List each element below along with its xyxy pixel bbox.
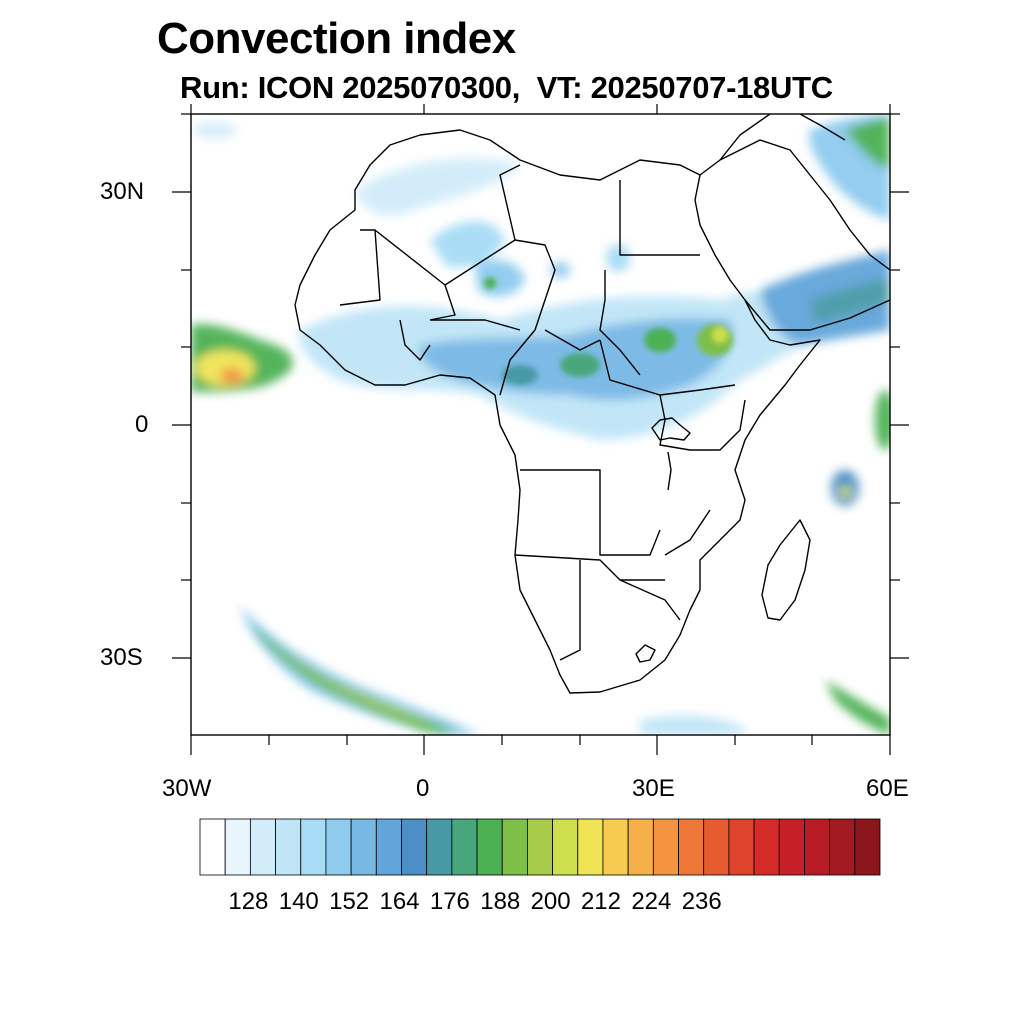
chart-title: Convection index [157,14,516,63]
colorbar-swatch [426,818,453,876]
chart-subtitle: Run: ICON 2025070300, VT: 20250707-18UTC [180,70,833,105]
colorbar-swatch [300,818,327,876]
colorbar-swatch [527,818,553,876]
colorbar-swatch [753,818,780,876]
colorbar-swatch [451,818,478,876]
colorbar-swatch [401,818,428,876]
lon-label-30w: 30W [162,775,212,802]
colorbar-tick-label: 152 [329,888,370,915]
colorbar-tick-label: 224 [631,888,672,915]
colorbar-swatch [249,818,276,876]
colorbar-swatch [476,818,503,876]
colorbar-tick-label: 128 [228,888,269,915]
map-background [191,114,890,735]
colorbar-swatch [854,818,881,876]
colorbar-tick-label: 164 [379,888,420,915]
colorbar-swatch [652,818,679,876]
colorbar-swatch [224,818,251,876]
lat-label-30n: 30N [100,178,145,205]
coastlines-and-borders [294,114,890,694]
colorbar-swatch [350,818,377,876]
colorbar-swatch [577,818,604,876]
colorbar-swatch [778,818,805,876]
lat-label-0: 0 [135,411,149,438]
convection-field [191,114,890,735]
colorbar-swatch [804,818,831,876]
colorbar-tick-label: 236 [681,888,722,915]
colorbar-swatch [275,818,302,876]
colorbar [199,818,881,876]
colorbar-swatch [627,818,654,876]
lon-label-60e: 60E [866,775,909,802]
colorbar-tick-label: 212 [580,888,621,915]
colorbar-swatch [501,818,528,876]
lon-label-30e: 30E [632,775,675,802]
colorbar-swatch [325,818,352,876]
colorbar-swatch [602,818,629,876]
lat-label-30s: 30S [100,644,143,671]
colorbar-tick-label: 188 [480,888,521,915]
colorbar-tick-label: 200 [530,888,571,915]
colorbar-tick-label: 176 [429,888,470,915]
colorbar-swatch [728,818,755,876]
colorbar-swatch [375,818,402,876]
colorbar-swatch [552,818,579,876]
colorbar-swatch [829,818,856,876]
colorbar-swatch [199,818,226,876]
axis-ticks [172,104,909,755]
colorbar-swatch [703,818,730,876]
colorbar-swatch [678,818,705,876]
colorbar-tick-label: 140 [278,888,319,915]
lon-label-0: 0 [416,775,430,802]
